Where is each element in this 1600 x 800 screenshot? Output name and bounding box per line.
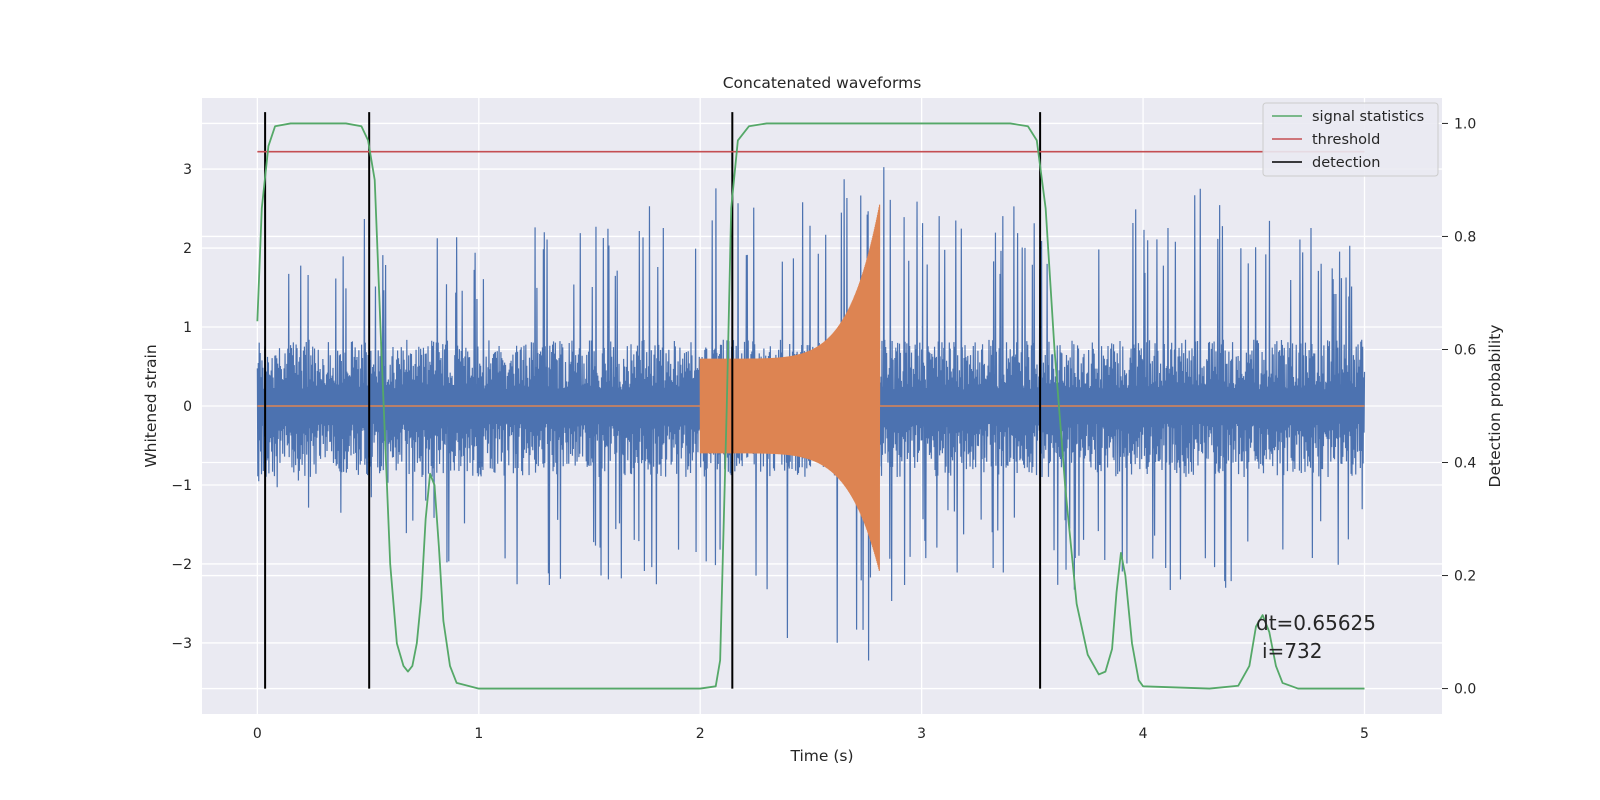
- legend-label-detection: detection: [1312, 155, 1380, 171]
- y2-tick-label: 0.2: [1454, 569, 1476, 585]
- x-tick-label: 1: [474, 726, 483, 742]
- y2-tick-label: 0.8: [1454, 229, 1476, 245]
- axis-layer: 0 1 2 3 4 5 −3 −2 −1 0 1 2 3 0.0 0.2 0.4 0.6 0.8 1.0: [171, 116, 1476, 742]
- x-tick-label: 3: [917, 726, 926, 742]
- legend: signal statistics threshold detection: [1262, 102, 1439, 177]
- y-tick-label: 0: [183, 399, 192, 415]
- y2-tick-label: 1.0: [1454, 116, 1476, 132]
- y-tick-label: −1: [171, 478, 192, 494]
- legend-label-threshold: threshold: [1312, 132, 1380, 148]
- y-tick-label: 2: [183, 241, 192, 257]
- x-tick-label: 4: [1139, 726, 1148, 742]
- x-tick-label: 0: [253, 726, 262, 742]
- y-axis-label: Whitened strain: [142, 344, 160, 467]
- y2-tick-label: 0.6: [1454, 342, 1476, 358]
- legend-label-signal-statistics: signal statistics: [1312, 109, 1424, 125]
- x-tick-label: 5: [1360, 726, 1369, 742]
- signal-statistics-line: [256, 122, 1365, 690]
- x-tick-label: 2: [696, 726, 705, 742]
- legend-box: [1262, 102, 1439, 177]
- annotation-dt: dt=0.65625: [1256, 611, 1376, 635]
- annotation-i: i=732: [1262, 639, 1323, 663]
- y-tick-label: −3: [171, 636, 192, 652]
- y-tick-label: −2: [171, 557, 192, 573]
- data-layer: [256, 112, 1366, 690]
- y-tick-label: 3: [183, 162, 192, 178]
- y2-tick-label: 0.0: [1454, 682, 1476, 698]
- x-axis-label: Time (s): [789, 747, 853, 765]
- signal-chirp-line: [699, 204, 881, 571]
- y2-axis-label: Detection probability: [1486, 325, 1504, 488]
- y2-tick-label: 0.4: [1454, 456, 1476, 472]
- y-tick-label: 1: [183, 320, 192, 336]
- chart-title: Concatenated waveforms: [723, 74, 922, 92]
